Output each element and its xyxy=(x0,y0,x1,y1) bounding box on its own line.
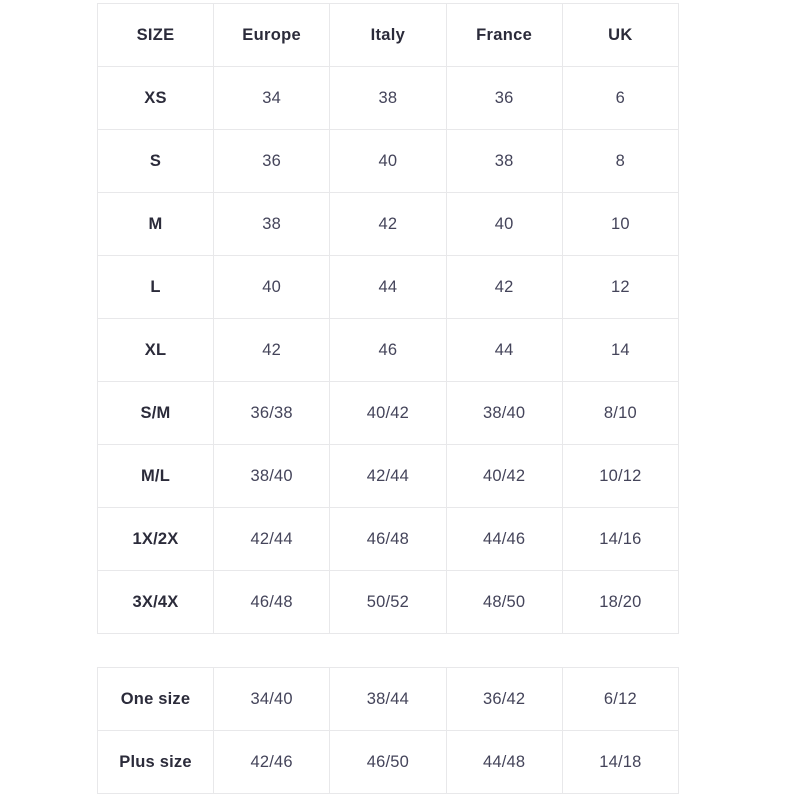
cell-europe: 42 xyxy=(212,318,331,382)
table-row: XL 42 46 44 14 xyxy=(97,318,680,382)
cell-france: 38/40 xyxy=(445,381,563,445)
cell-italy: 42/44 xyxy=(329,444,447,508)
table-row: S 36 40 38 8 xyxy=(97,129,680,193)
cell-uk: 6 xyxy=(561,66,680,130)
cell-italy: 50/52 xyxy=(329,570,447,634)
cell-italy: 46 xyxy=(329,318,447,382)
cell-uk: 10/12 xyxy=(561,444,680,508)
cell-france: 44/46 xyxy=(445,507,563,571)
cell-uk: 10 xyxy=(561,192,680,256)
cell-uk: 12 xyxy=(561,255,680,319)
row-label: S/M xyxy=(97,381,214,445)
table-row: S/M 36/38 40/42 38/40 8/10 xyxy=(97,381,680,445)
table-row: One size 34/40 38/44 36/42 6/12 xyxy=(97,667,680,731)
cell-europe: 36 xyxy=(212,129,331,193)
table-row: 1X/2X 42/44 46/48 44/46 14/16 xyxy=(97,507,680,571)
cell-europe: 38/40 xyxy=(212,444,331,508)
row-label: 3X/4X xyxy=(97,570,214,634)
cell-europe: 46/48 xyxy=(212,570,331,634)
cell-uk: 8 xyxy=(561,129,680,193)
cell-uk: 14/16 xyxy=(561,507,680,571)
column-header-size: SIZE xyxy=(97,3,214,67)
cell-italy: 44 xyxy=(329,255,447,319)
row-label: 1X/2X xyxy=(97,507,214,571)
column-header-france: France xyxy=(445,3,563,67)
table-row: M 38 42 40 10 xyxy=(97,192,680,256)
cell-europe: 38 xyxy=(212,192,331,256)
column-header-europe: Europe xyxy=(212,3,331,67)
cell-italy: 46/48 xyxy=(329,507,447,571)
cell-italy: 38/44 xyxy=(329,667,447,731)
table-row: L 40 44 42 12 xyxy=(97,255,680,319)
cell-uk: 8/10 xyxy=(561,381,680,445)
cell-france: 38 xyxy=(445,129,563,193)
cell-italy: 38 xyxy=(329,66,447,130)
table-row: Plus size 42/46 46/50 44/48 14/18 xyxy=(97,730,680,794)
row-label: L xyxy=(97,255,214,319)
row-label: S xyxy=(97,129,214,193)
cell-france: 36 xyxy=(445,66,563,130)
cell-france: 36/42 xyxy=(445,667,563,731)
table-row: 3X/4X 46/48 50/52 48/50 18/20 xyxy=(97,570,680,634)
row-label: XL xyxy=(97,318,214,382)
size-conversion-table: SIZE Europe Italy France UK XS 34 38 36 … xyxy=(97,3,680,634)
cell-europe: 34/40 xyxy=(212,667,331,731)
cell-uk: 14/18 xyxy=(561,730,680,794)
special-table-body: One size 34/40 38/44 36/42 6/12 Plus siz… xyxy=(97,667,680,794)
cell-europe: 34 xyxy=(212,66,331,130)
cell-italy: 42 xyxy=(329,192,447,256)
row-label: M xyxy=(97,192,214,256)
column-header-uk: UK xyxy=(561,3,680,67)
cell-uk: 6/12 xyxy=(561,667,680,731)
header-row: SIZE Europe Italy France UK xyxy=(97,3,680,67)
cell-europe: 42/46 xyxy=(212,730,331,794)
cell-europe: 36/38 xyxy=(212,381,331,445)
row-label: One size xyxy=(97,667,214,731)
row-label: M/L xyxy=(97,444,214,508)
row-label: XS xyxy=(97,66,214,130)
cell-uk: 14 xyxy=(561,318,680,382)
cell-uk: 18/20 xyxy=(561,570,680,634)
special-size-table: One size 34/40 38/44 36/42 6/12 Plus siz… xyxy=(97,667,680,794)
cell-france: 44 xyxy=(445,318,563,382)
cell-france: 40 xyxy=(445,192,563,256)
table-body: XS 34 38 36 6 S 36 40 38 8 M 38 42 40 10 xyxy=(97,66,680,634)
cell-france: 42 xyxy=(445,255,563,319)
cell-france: 44/48 xyxy=(445,730,563,794)
cell-italy: 40 xyxy=(329,129,447,193)
table-row: M/L 38/40 42/44 40/42 10/12 xyxy=(97,444,680,508)
cell-europe: 42/44 xyxy=(212,507,331,571)
table-header: SIZE Europe Italy France UK xyxy=(97,3,680,67)
cell-italy: 46/50 xyxy=(329,730,447,794)
cell-france: 48/50 xyxy=(445,570,563,634)
cell-italy: 40/42 xyxy=(329,381,447,445)
cell-france: 40/42 xyxy=(445,444,563,508)
row-label: Plus size xyxy=(97,730,214,794)
table-row: XS 34 38 36 6 xyxy=(97,66,680,130)
column-header-italy: Italy xyxy=(329,3,447,67)
cell-europe: 40 xyxy=(212,255,331,319)
